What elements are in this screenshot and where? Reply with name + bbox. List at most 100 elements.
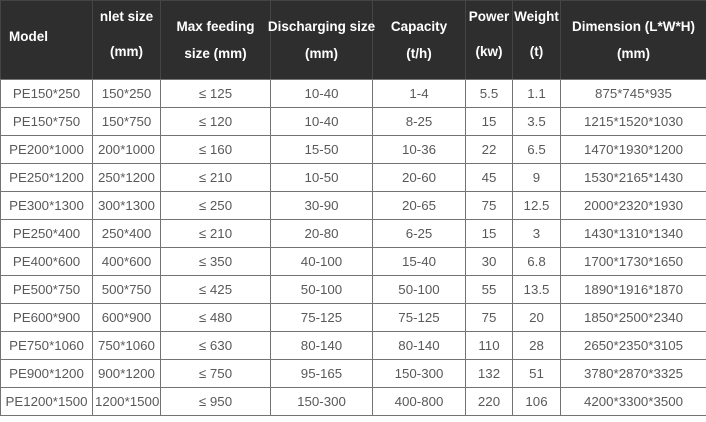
cell-dimension: 1215*1520*1030 xyxy=(560,107,706,136)
col-header-power: Power (kw) xyxy=(465,0,513,80)
cell-max-feeding: ≤ 210 xyxy=(160,219,271,248)
cell-capacity: 20-65 xyxy=(372,191,466,220)
cell-model: PE250*1200 xyxy=(0,163,93,192)
cell-power: 45 xyxy=(465,163,513,192)
cell-inlet-size: 300*1300 xyxy=(92,191,161,220)
cell-inlet-size: 250*400 xyxy=(92,219,161,248)
table-row: PE1200*1500 1200*1500 ≤ 950 150-300 400-800 2… xyxy=(0,387,706,416)
cell-model: PE250*400 xyxy=(0,219,93,248)
table-row: PE300*1300 300*1300 ≤ 250 30-90 20-65 75 12.5 2… xyxy=(0,191,706,220)
cell-power: 15 xyxy=(465,219,513,248)
table-row: PE150*250 150*250 ≤ 125 10-40 1-4 5.5 1.1 875*7… xyxy=(0,79,706,108)
cell-weight: 13.5 xyxy=(512,275,561,304)
header-label: (mm) xyxy=(305,45,338,61)
cell-capacity: 15-40 xyxy=(372,247,466,276)
cell-dimension: 2650*2350*3105 xyxy=(560,331,706,360)
header-label: Power xyxy=(468,8,510,24)
cell-model: PE750*1060 xyxy=(0,331,93,360)
cell-inlet-size: 900*1200 xyxy=(92,359,161,388)
cell-dimension: 4200*3300*3500 xyxy=(560,387,706,416)
cell-max-feeding: ≤ 160 xyxy=(160,135,271,164)
cell-model: PE200*1000 xyxy=(0,135,93,164)
cell-max-feeding: ≤ 425 xyxy=(160,275,271,304)
header-label: Discharging size xyxy=(267,19,376,34)
cell-max-feeding: ≤ 480 xyxy=(160,303,271,332)
header-label: Model xyxy=(9,29,48,45)
cell-capacity: 75-125 xyxy=(372,303,466,332)
cell-weight: 3.5 xyxy=(512,107,561,136)
cell-weight: 3 xyxy=(512,219,561,248)
cell-capacity: 400-800 xyxy=(372,387,466,416)
table-row: PE900*1200 900*1200 ≤ 750 95-165 150-300 132 5… xyxy=(0,359,706,388)
cell-model: PE400*600 xyxy=(0,247,93,276)
table-row: PE150*750 150*750 ≤ 120 10-40 8-25 15 3.5 1215*… xyxy=(0,107,706,136)
cell-model: PE150*250 xyxy=(0,79,93,108)
cell-max-feeding: ≤ 350 xyxy=(160,247,271,276)
cell-dimension: 3780*2870*3325 xyxy=(560,359,706,388)
cell-power: 30 xyxy=(465,247,513,276)
cell-dimension: 1700*1730*1650 xyxy=(560,247,706,276)
header-label: Weight xyxy=(514,8,559,24)
cell-inlet-size: 600*900 xyxy=(92,303,161,332)
cell-inlet-size: 200*1000 xyxy=(92,135,161,164)
col-header-discharging-size: Discharging size (mm) xyxy=(267,0,376,80)
cell-capacity: 8-25 xyxy=(372,107,466,136)
cell-power: 110 xyxy=(465,331,513,360)
header-label: size (mm) xyxy=(184,45,247,61)
header-label: (kw) xyxy=(475,44,503,59)
header-label: (mm) xyxy=(110,44,143,59)
cell-discharging: 10-40 xyxy=(270,79,373,108)
cell-capacity: 6-25 xyxy=(372,219,466,248)
col-header-max-feeding-size: Max feeding size (mm) xyxy=(160,0,271,80)
col-header-capacity: Capacity (t/h) xyxy=(372,0,466,80)
cell-inlet-size: 1200*1500 xyxy=(92,387,161,416)
cell-discharging: 40-100 xyxy=(270,247,373,276)
cell-max-feeding: ≤ 210 xyxy=(160,163,271,192)
cell-discharging: 50-100 xyxy=(270,275,373,304)
cell-inlet-size: 250*1200 xyxy=(92,163,161,192)
col-header-model: Model xyxy=(0,0,93,80)
cell-dimension: 2000*2320*1930 xyxy=(560,191,706,220)
table-row: PE250*400 250*400 ≤ 210 20-80 6-25 15 3 1430*13… xyxy=(0,219,706,248)
cell-power: 220 xyxy=(465,387,513,416)
cell-capacity: 80-140 xyxy=(372,331,466,360)
cell-model: PE900*1200 xyxy=(0,359,93,388)
table-row: PE200*1000 200*1000 ≤ 160 15-50 10-36 22 6.5 14… xyxy=(0,135,706,164)
header-label: (t) xyxy=(529,44,544,59)
cell-dimension: 1850*2500*2340 xyxy=(560,303,706,332)
cell-discharging: 20-80 xyxy=(270,219,373,248)
cell-power: 132 xyxy=(465,359,513,388)
table-row: PE400*600 400*600 ≤ 350 40-100 15-40 30 6.8 170… xyxy=(0,247,706,276)
col-header-inlet-size: nlet size (mm) xyxy=(92,0,161,80)
cell-model: PE1200*1500 xyxy=(0,387,93,416)
header-label: Max feeding xyxy=(176,19,255,34)
cell-max-feeding: ≤ 750 xyxy=(160,359,271,388)
cell-weight: 6.5 xyxy=(512,135,561,164)
col-header-dimension: Dimension (L*W*H) (mm) xyxy=(560,0,706,80)
cell-discharging: 10-50 xyxy=(270,163,373,192)
cell-discharging: 10-40 xyxy=(270,107,373,136)
table-body: PE150*250 150*250 ≤ 125 10-40 1-4 5.5 1.1 875*7… xyxy=(0,79,706,416)
cell-discharging: 80-140 xyxy=(270,331,373,360)
cell-discharging: 15-50 xyxy=(270,135,373,164)
cell-capacity: 50-100 xyxy=(372,275,466,304)
cell-capacity: 1-4 xyxy=(372,79,466,108)
cell-weight: 1.1 xyxy=(512,79,561,108)
header-label: Dimension (L*W*H) xyxy=(572,19,695,34)
cell-dimension: 1530*2165*1430 xyxy=(560,163,706,192)
table-row: PE500*750 500*750 ≤ 425 50-100 50-100 55 13.5 1… xyxy=(0,275,706,304)
cell-max-feeding: ≤ 950 xyxy=(160,387,271,416)
cell-dimension: 875*745*935 xyxy=(560,79,706,108)
cell-model: PE500*750 xyxy=(0,275,93,304)
table-row: PE600*900 600*900 ≤ 480 75-125 75-125 75 20 185… xyxy=(0,303,706,332)
cell-capacity: 10-36 xyxy=(372,135,466,164)
cell-dimension: 1430*1310*1340 xyxy=(560,219,706,248)
cell-model: PE600*900 xyxy=(0,303,93,332)
cell-capacity: 20-60 xyxy=(372,163,466,192)
cell-weight: 106 xyxy=(512,387,561,416)
cell-weight: 9 xyxy=(512,163,561,192)
col-header-weight: Weight (t) xyxy=(512,0,561,80)
cell-discharging: 30-90 xyxy=(270,191,373,220)
cell-power: 15 xyxy=(465,107,513,136)
